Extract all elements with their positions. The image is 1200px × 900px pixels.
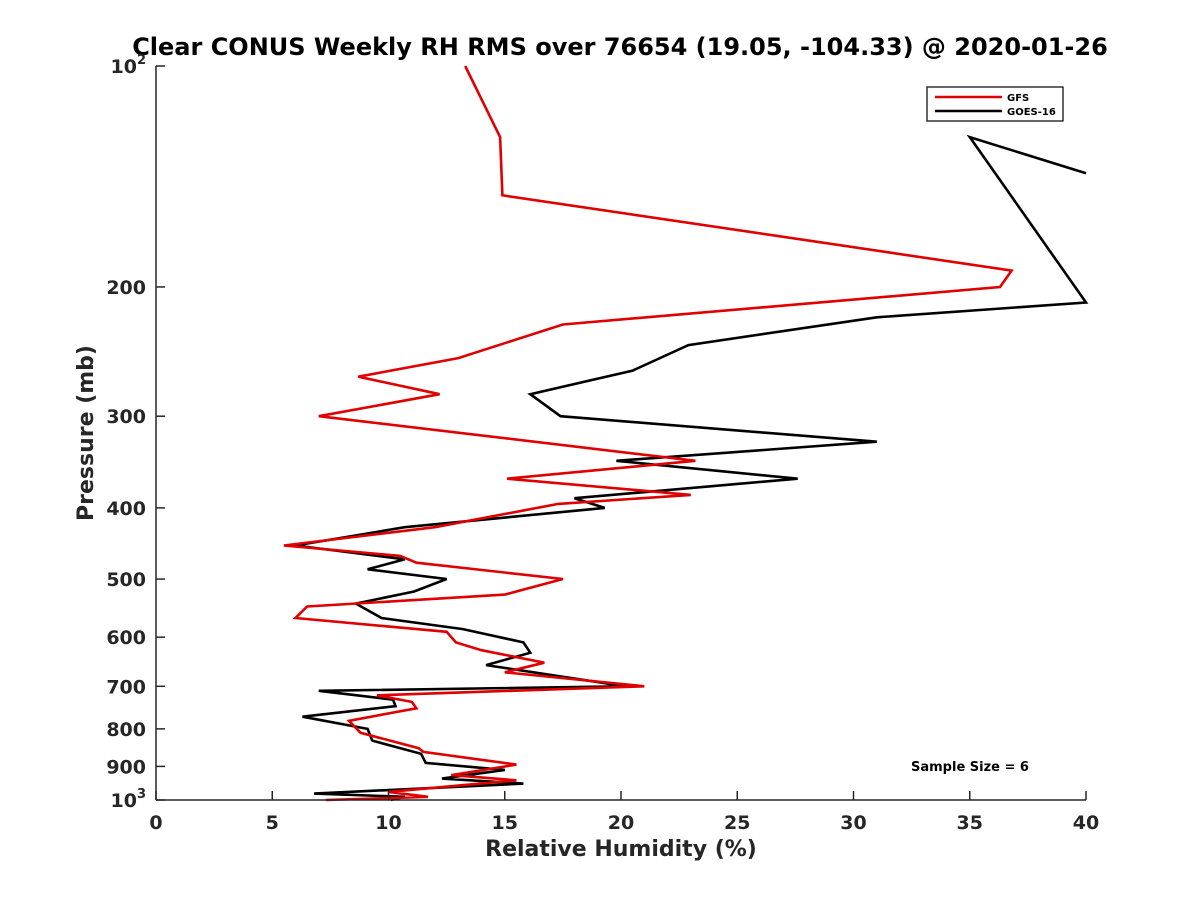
chart-title: Clear CONUS Weekly RH RMS over 76654 (19…	[132, 33, 1108, 61]
y-tick-label: 500	[106, 569, 146, 591]
y-tick-label: 103	[111, 787, 147, 812]
y-axis-label: Pressure (mb)	[74, 345, 99, 521]
x-tick-label: 30	[840, 812, 866, 834]
series-line-goes-16	[295, 134, 1089, 802]
x-tick-label: 5	[266, 812, 279, 834]
x-axis-ticks: 0 5 10 15 20 25 30 35 40	[149, 791, 1099, 834]
series-layer	[283, 65, 1089, 802]
series-line-gfs	[283, 65, 1014, 802]
legend: GFS GOES-16	[926, 86, 1064, 122]
sample-size-annotation: Sample Size = 6	[911, 760, 1029, 775]
y-tick-label: 800	[106, 719, 146, 741]
y-tick-label-exponent: 2	[137, 53, 146, 68]
y-tick-label: 700	[106, 676, 146, 698]
x-tick-label: 40	[1073, 812, 1099, 834]
x-tick-label: 15	[492, 812, 518, 834]
legend-goes16-label: GOES-16	[1007, 107, 1056, 118]
x-tick-label: 0	[149, 812, 162, 834]
x-tick-label: 10	[375, 812, 401, 834]
legend-gfs-label: GFS	[1007, 93, 1029, 104]
y-tick-label-base: 10	[111, 790, 137, 812]
x-tick-label: 35	[957, 812, 983, 834]
x-axis-label: Relative Humidity (%)	[485, 837, 757, 862]
y-tick-label: 200	[106, 277, 146, 299]
x-tick-label: 20	[608, 812, 634, 834]
y-tick-label: 600	[106, 627, 146, 649]
y-tick-label: 300	[106, 406, 146, 428]
plot-area: 0 5 10 15 20 25 30 35 40 10220030040050060070080…	[106, 53, 1099, 834]
y-tick-label: 400	[106, 498, 146, 520]
y-tick-label-exponent: 3	[137, 787, 146, 802]
y-tick-label: 900	[106, 756, 146, 778]
plot-background	[156, 66, 1086, 800]
y-tick-label: 102	[111, 53, 147, 78]
x-tick-label: 25	[724, 812, 750, 834]
y-tick-label-base: 10	[111, 56, 137, 78]
legend-box	[926, 86, 1064, 122]
